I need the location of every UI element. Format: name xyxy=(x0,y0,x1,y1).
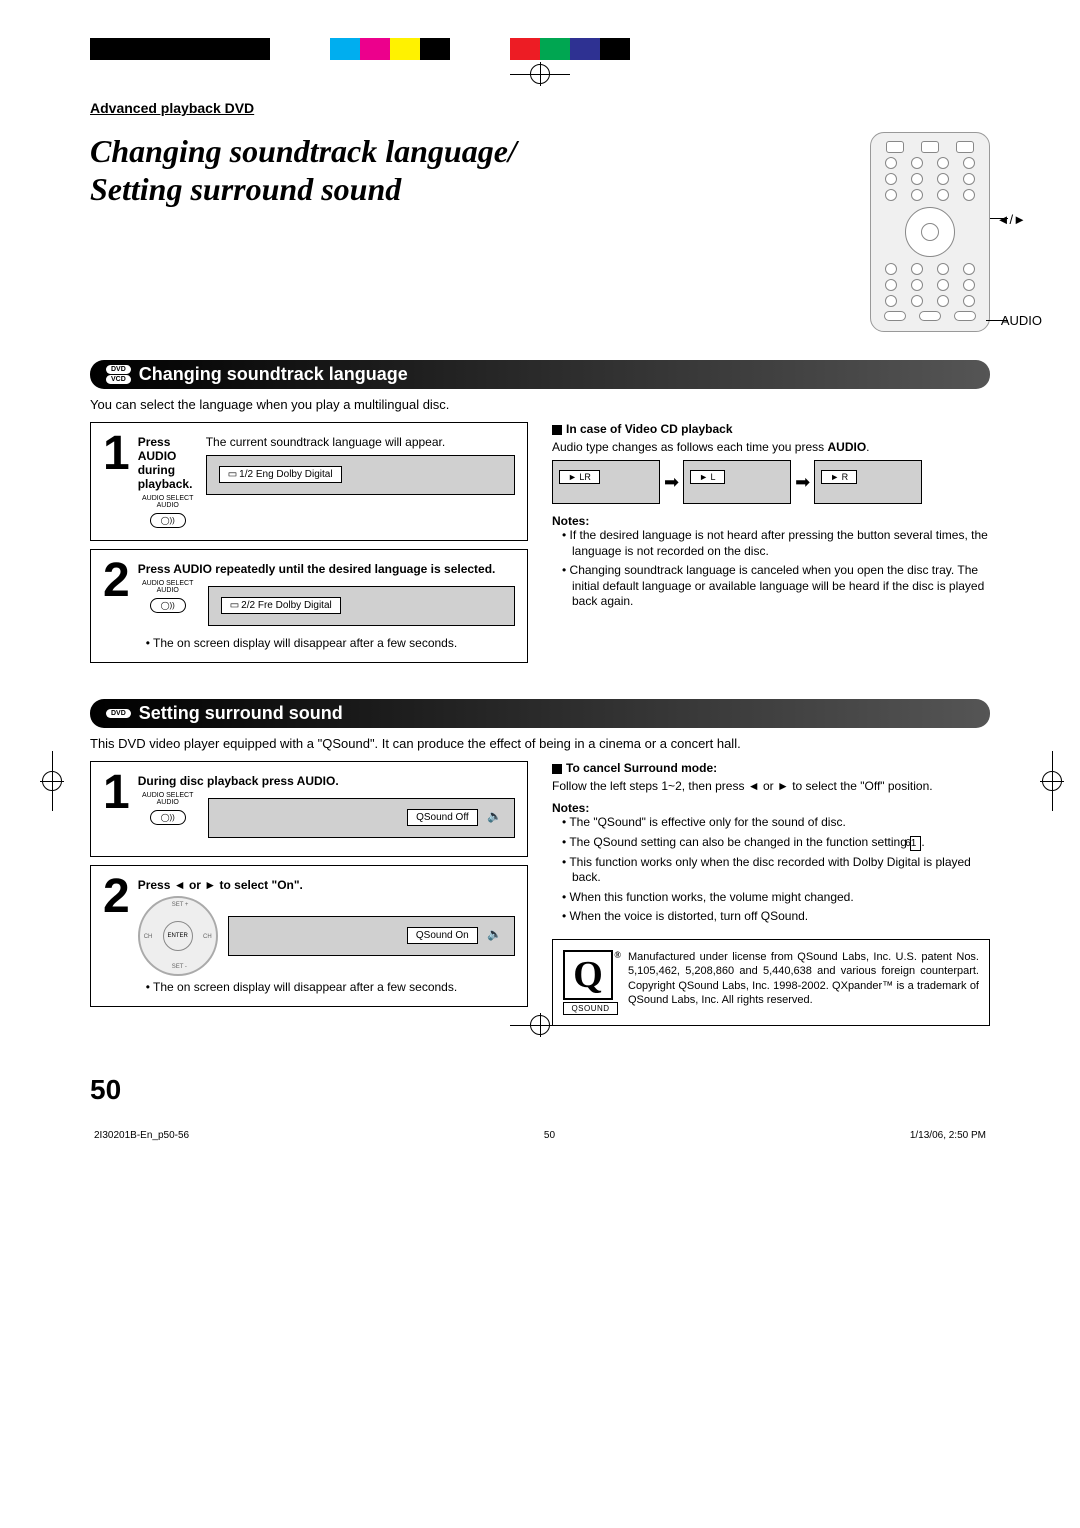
arrow-right-icon: ➡ xyxy=(795,472,810,493)
page-number: 50 xyxy=(90,1074,990,1106)
arrow-right-icon: ➡ xyxy=(664,472,679,493)
notes-heading-1: Notes: xyxy=(552,514,990,528)
vcd-heading: In case of Video CD playback xyxy=(552,422,990,436)
step-2-box: 2 Press AUDIO repeatedly until the desir… xyxy=(90,549,528,663)
qsound-logo: Q® QSOUND xyxy=(563,950,618,1015)
osd-qsound-off: QSound Off 🔈 xyxy=(208,798,515,838)
step-number-1: 1 xyxy=(103,435,130,473)
audio-button-icon: ◯)) xyxy=(150,810,186,825)
surround-step-2: 2 Press ◄ or ► to select "On". ENTER SET… xyxy=(90,865,528,1007)
osd-display-1: ▭1/2 Eng Dolby Digital xyxy=(206,455,515,495)
section-1-intro: You can select the language when you pla… xyxy=(90,397,990,412)
section-header: Advanced playback DVD xyxy=(90,100,990,116)
step-1-box: 1 Press AUDIO during playback. AUDIO SEL… xyxy=(90,422,528,541)
audio-button-icon: ◯)) xyxy=(150,513,186,528)
cancel-heading: To cancel Surround mode: xyxy=(552,761,990,775)
section-1-header: DVD VCD Changing soundtrack language xyxy=(90,360,990,389)
vcd-flow: ► LR ➡ ► L ➡ ► R xyxy=(552,460,990,504)
osd-display-2: ▭2/2 Fre Dolby Digital xyxy=(208,586,515,626)
surround-step-1: 1 During disc playback press AUDIO. AUDI… xyxy=(90,761,528,857)
footer: 2I30201B-En_p50-56 50 1/13/06, 2:50 PM xyxy=(90,1130,990,1141)
section-2-intro: This DVD video player equipped with a "Q… xyxy=(90,736,990,751)
license-box: Q® QSOUND Manufactured under license fro… xyxy=(552,939,990,1026)
dpad-icon: ENTER SET + SET - CH CH xyxy=(138,896,218,976)
audio-button-icon: ◯)) xyxy=(150,598,186,613)
page-title: Changing soundtrack language/ Setting su… xyxy=(90,132,840,209)
remote-illustration: ◄/► AUDIO xyxy=(870,132,990,332)
remote-nav-label: ◄/► xyxy=(997,212,1026,227)
osd-qsound-on: QSound On 🔈 xyxy=(228,916,515,956)
notes-heading-2: Notes: xyxy=(552,801,990,815)
step-number-2: 2 xyxy=(103,562,130,600)
section-2-header: DVD Setting surround sound xyxy=(90,699,990,728)
